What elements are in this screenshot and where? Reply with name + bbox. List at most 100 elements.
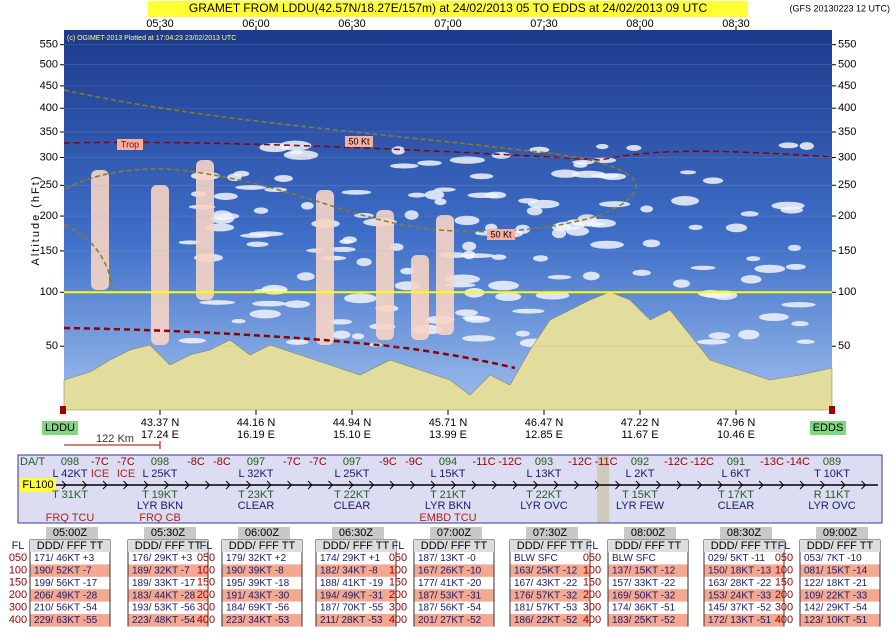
wind-cell: 145/ 37KT -52 [708,603,772,614]
strip-lower: T 23KT [238,489,274,501]
y-tick-label: 500 [838,59,856,71]
cloud [454,215,480,226]
row-bg [800,614,880,627]
arrow [656,480,662,490]
convective-cloud [411,255,429,340]
fl-level: 200 [389,589,407,601]
row-bg [128,589,208,602]
strip-lower: T 19KT [142,489,178,501]
cloud [301,202,314,210]
fl-level: 200 [583,589,601,601]
wind-cell: 167/ 43KT -22 [514,578,578,589]
time-header: 05:00Z [53,527,88,539]
strip-fl: 092 [631,456,649,468]
row-bg [800,589,880,602]
wind-cell: 172/ 13KT -51 [708,615,772,626]
cloud [515,330,530,337]
wind-cell: 177/ 41KT -20 [418,578,482,589]
fl-level: 400 [197,614,215,626]
strip-cloud: CLEAR [334,500,371,512]
cloud [178,240,202,245]
cloud [264,187,288,193]
wind-cell: 183/ 44KT -28 [132,590,196,601]
strip-temp: -7C [117,456,135,468]
waypoint-lon: 12.85 E [525,429,563,441]
wind-cell: 109/ 22KT -33 [804,590,868,601]
convective-cloud [151,185,169,345]
strip-temp: -11C [472,456,495,468]
fl-level: 050 [389,552,407,564]
y-tick-label: 200 [40,210,58,222]
cloud [274,175,293,182]
cloud [526,206,543,216]
time-header: 08:30Z [727,527,762,539]
time-header-bg [332,527,384,539]
arrow [574,480,580,490]
cloud [235,185,267,190]
cloud [239,233,271,238]
column-header-bg [30,540,110,552]
cloud [462,250,476,260]
wind-cell: 081/ 15KT -14 [804,566,868,577]
y-tick-label: 550 [40,39,58,51]
row-bg [30,614,110,627]
cloud [791,321,809,327]
row-bg [510,589,590,602]
cloud [424,190,445,200]
wind-cell: 163/ 28KT -22 [708,578,772,589]
strip-cloud: CLEAR [238,500,275,512]
tropopause [63,141,833,161]
time-header-bg [144,527,196,539]
wind-cell: 187/ 70KT -55 [320,603,384,614]
time-label: 08:30 [722,18,750,30]
cloud [178,337,206,344]
arrow [697,480,703,490]
waypoint-lat: 47.22 N [621,417,660,429]
strip-upper: L 2KT [626,468,655,480]
row-bg [128,564,208,577]
fl-level: 100 [583,564,601,576]
wind-cell: 195/ 39KT -18 [226,578,290,589]
cloud [740,211,759,217]
cloud [582,271,600,281]
waypoint-lon: 11.67 E [621,429,658,441]
wind-cell: 190/ 39KT -8 [226,566,284,577]
cloud [596,143,609,150]
cloud [785,263,806,270]
wind-cell: 201/ 27KT -52 [418,615,482,626]
cloud [434,187,456,192]
strip-fl: 098 [61,456,79,468]
title: GRAMET FROM LDDU(42.57N/18.27E/157m) at … [189,1,708,15]
arrow [266,480,272,490]
table-frame [509,539,591,627]
column-header: DDD/ FFF TT [711,540,778,552]
arrow [205,480,211,490]
arrow [123,480,129,490]
wind-cell: 176/ 57KT -32 [514,590,578,601]
cloud [462,241,477,251]
cloud [758,313,789,321]
strip-upper: L 42KT [52,468,87,480]
table-frame [413,539,495,627]
cloud [467,192,499,199]
wind-cell: 176/ 29KT +3 [132,553,193,564]
cloud [491,254,507,260]
level-label: FL100 [22,479,53,491]
arrow [246,480,252,490]
cloud [252,300,286,307]
fl-level: 100 [197,564,215,576]
cloud [573,161,588,168]
waypoint-lat: 43.37 N [141,417,180,429]
cloud [455,309,478,317]
cloud [462,335,496,342]
strip-upper: T 10KT [814,468,850,480]
waypoint-lon: 15.10 E [333,429,371,441]
fl-level: 050 [9,552,27,564]
y-tick-label: 50 [46,340,58,352]
wind-cell: 229/ 63KT -55 [34,615,98,626]
y-tick-label: 100 [838,286,856,298]
arrow [758,480,764,490]
strip-fl: 094 [439,456,457,468]
wind-cell: 174/ 29KT +1 [320,553,381,564]
